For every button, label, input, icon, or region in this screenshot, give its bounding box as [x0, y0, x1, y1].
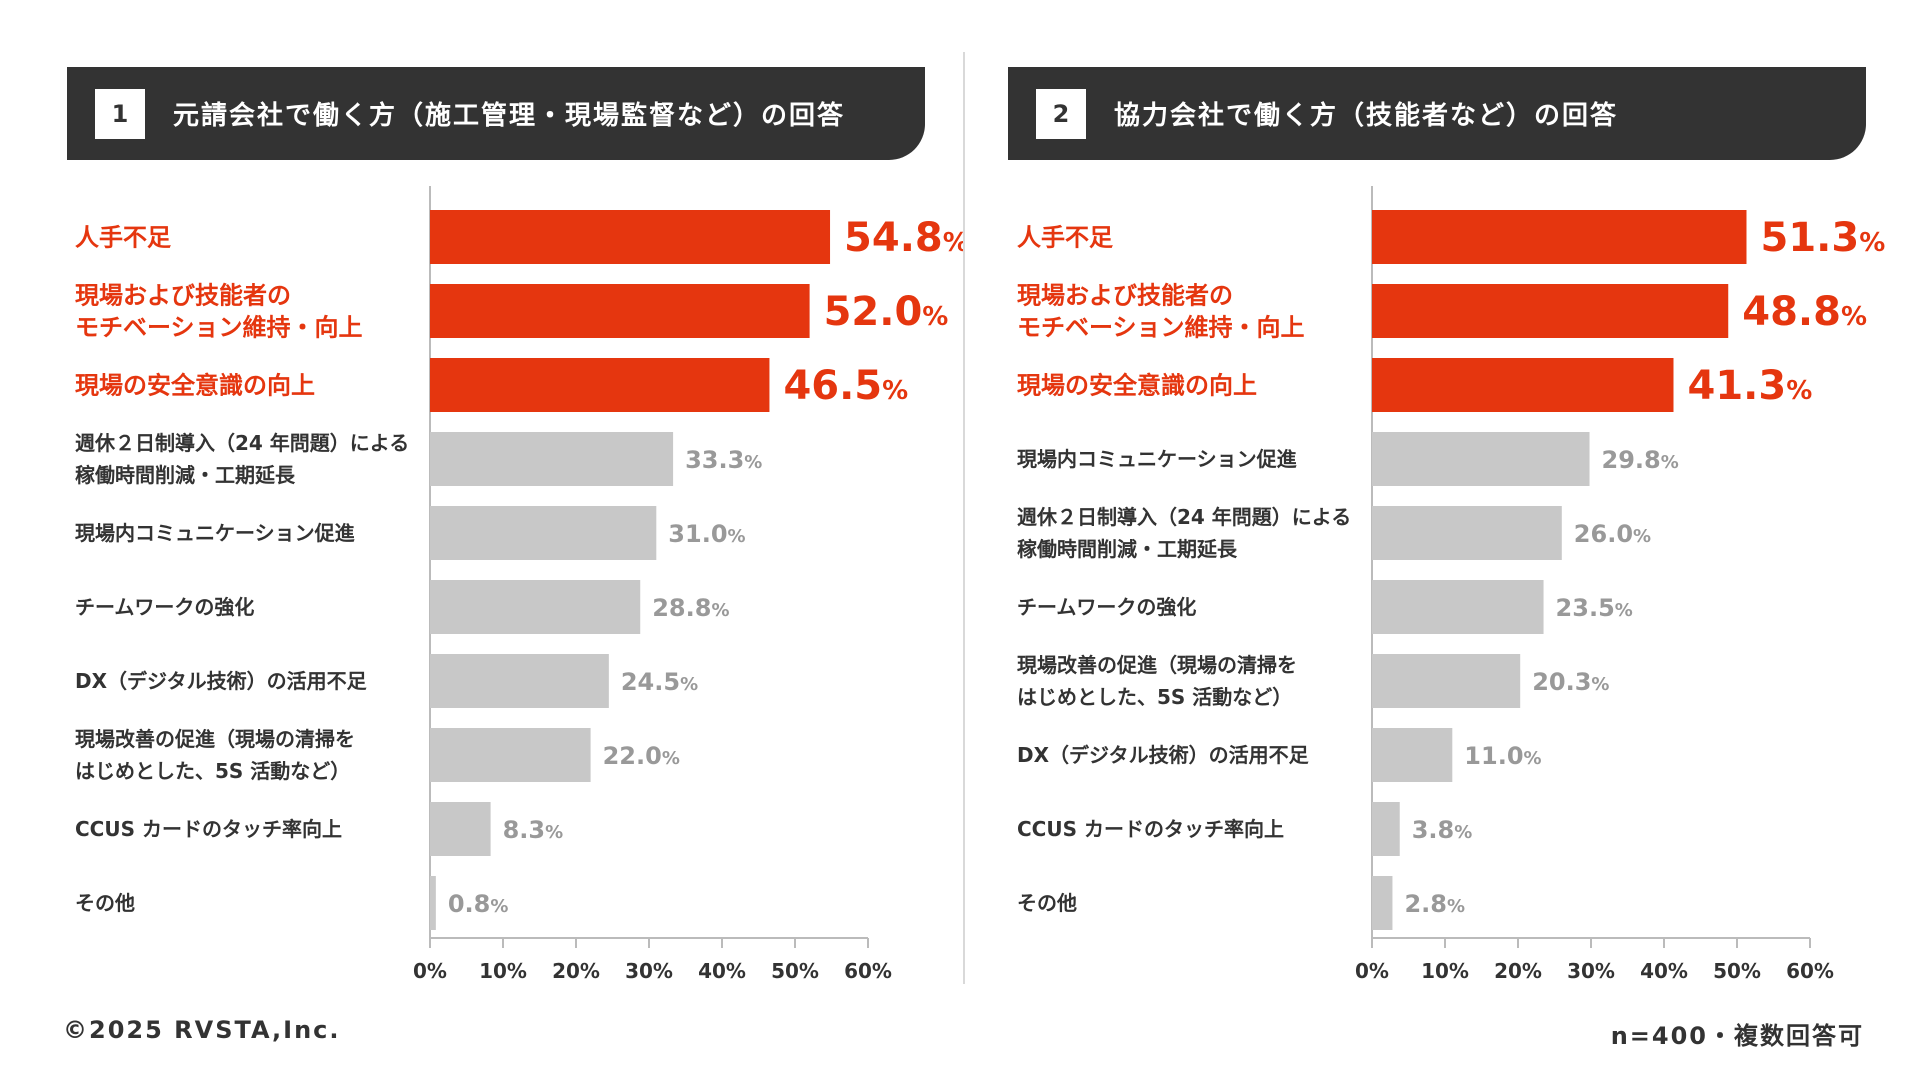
x-tick-label: 10%: [479, 959, 527, 983]
value-label: 52.0%: [824, 289, 949, 335]
category-label: チームワークの強化: [75, 595, 254, 619]
x-tick-label: 0%: [413, 959, 447, 983]
value-label: 23.5%: [1556, 594, 1633, 622]
bar: [430, 210, 831, 264]
category-label: 現場および技能者のモチベーション維持・向上: [75, 282, 363, 342]
value-label: 22.0%: [603, 742, 680, 770]
value-label: 28.8%: [652, 594, 729, 622]
category-label: その他: [75, 891, 135, 915]
category-label: 週休２日制導入（24 年問題）による稼働時間削減・工期延長: [75, 431, 409, 487]
panel-1-title: 元請会社で働く方（施工管理・現場監督など）の回答: [173, 101, 846, 131]
value-label: 24.5%: [621, 668, 698, 696]
bar: [1372, 284, 1729, 338]
value-label: 8.3%: [503, 816, 564, 844]
x-tick-label: 10%: [1421, 959, 1469, 983]
x-tick-label: 20%: [1494, 959, 1542, 983]
category-label: CCUS カードのタッチ率向上: [75, 817, 342, 841]
x-tick-label: 60%: [1786, 959, 1834, 983]
panel-divider: [963, 52, 965, 984]
category-label: 人手不足: [1017, 224, 1113, 252]
bar: [430, 580, 641, 634]
panel-2-title: 協力会社で働く方（技能者など）の回答: [1114, 101, 1619, 131]
bar: [430, 654, 609, 708]
bar: [1372, 432, 1590, 486]
category-label: 週休２日制導入（24 年問題）による稼働時間削減・工期延長: [1017, 505, 1351, 561]
value-label: 3.8%: [1412, 816, 1473, 844]
panel-2-number: 2: [1036, 88, 1086, 139]
x-tick-label: 20%: [552, 959, 600, 983]
x-tick-label: 30%: [1567, 959, 1615, 983]
x-tick-label: 30%: [625, 959, 673, 983]
category-label: 人手不足: [75, 224, 171, 252]
panel-2-header: 2 協力会社で働く方（技能者など）の回答: [1008, 67, 1866, 160]
x-tick-label: 0%: [1355, 959, 1389, 983]
bar: [1372, 506, 1562, 560]
category-label: DX（デジタル技術）の活用不足: [75, 669, 368, 693]
category-label: その他: [1017, 891, 1077, 915]
bar: [1372, 728, 1453, 782]
x-tick-label: 40%: [1640, 959, 1688, 983]
category-label: チームワークの強化: [1017, 595, 1196, 619]
copyright-text: ©2025 RVSTA,Inc.: [63, 1016, 341, 1044]
category-label: 現場内コミュニケーション促進: [75, 521, 355, 545]
value-label: 51.3%: [1760, 215, 1885, 261]
bar: [430, 728, 591, 782]
value-label: 31.0%: [668, 520, 745, 548]
category-label: 現場改善の促進（現場の清掃をはじめとした、5S 活動など）: [1017, 653, 1297, 709]
bar: [430, 284, 810, 338]
bar: [430, 358, 770, 412]
sample-note: n=400・複数回答可: [1610, 1022, 1864, 1050]
x-tick-label: 40%: [698, 959, 746, 983]
value-label: 11.0%: [1464, 742, 1541, 770]
category-label: 現場の安全意識の向上: [75, 372, 315, 400]
value-label: 26.0%: [1574, 520, 1651, 548]
bar: [1372, 210, 1747, 264]
value-label: 41.3%: [1687, 363, 1812, 409]
value-label: 54.8%: [844, 215, 963, 261]
bar: [1372, 654, 1521, 708]
value-label: 20.3%: [1532, 668, 1609, 696]
bar: [430, 506, 657, 560]
value-label: 46.5%: [783, 363, 908, 409]
panel-1-header: 1 元請会社で働く方（施工管理・現場監督など）の回答: [67, 67, 925, 160]
category-label: 現場内コミュニケーション促進: [1017, 447, 1297, 471]
chart-2: 0% 10% 20% 30% 40% 50% 60% 人手不足 51.3% 現場および技能者のモチ…: [1017, 186, 1885, 983]
x-tick-label: 50%: [771, 959, 819, 983]
bar: [1372, 580, 1544, 634]
category-label: 現場の安全意識の向上: [1017, 372, 1257, 400]
category-label: DX（デジタル技術）の活用不足: [1017, 743, 1310, 767]
category-label: 現場改善の促進（現場の清掃をはじめとした、5S 活動など）: [75, 727, 355, 783]
value-label: 48.8%: [1742, 289, 1867, 335]
value-label: 2.8%: [1404, 890, 1465, 918]
x-tick-label: 60%: [844, 959, 892, 983]
value-label: 0.8%: [448, 890, 509, 918]
bar: [430, 876, 436, 930]
category-label: 現場および技能者のモチベーション維持・向上: [1017, 282, 1305, 342]
value-label: 29.8%: [1602, 446, 1679, 474]
bar: [1372, 802, 1400, 856]
bar: [430, 802, 491, 856]
category-label: CCUS カードのタッチ率向上: [1017, 817, 1284, 841]
panel-1-number: 1: [95, 88, 145, 139]
value-label: 33.3%: [685, 446, 762, 474]
chart-1: 0% 10% 20% 30% 40% 50% 60% 人手不足 54.8% 現場および技能者のモチ…: [75, 186, 963, 983]
x-tick-label: 50%: [1713, 959, 1761, 983]
bar: [1372, 358, 1674, 412]
bar: [1372, 876, 1393, 930]
bar: [430, 432, 674, 486]
